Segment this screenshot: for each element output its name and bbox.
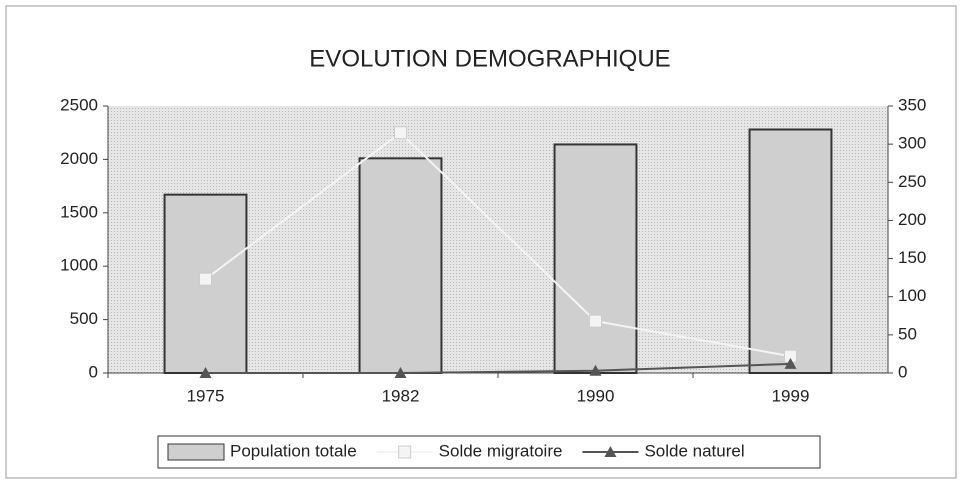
y-tick-label: 500 [70,309,98,328]
point [199,367,212,378]
legend-label: Solde naturel [644,441,744,460]
chart-title: EVOLUTION DEMOGRAPHIQUE [309,45,670,72]
y2-tick-label: 350 [898,95,926,114]
y-tick-label: 1000 [60,256,98,275]
x-tick-label: 1975 [187,386,225,405]
bar [748,128,833,374]
legend-swatch [167,443,225,461]
y-tick-label: 2500 [60,95,98,114]
line [205,362,791,374]
point [394,367,407,378]
legend-label: Solde migratoire [439,441,563,460]
x-tick-label: 1999 [772,386,810,405]
legend-box [157,435,821,469]
legend-marker [398,445,412,459]
point [784,357,797,369]
y2-tick-label: 0 [898,362,907,381]
y2-tick-label: 300 [898,134,926,153]
point [589,314,602,328]
legend-marker [604,446,617,457]
y2-tick-label: 200 [898,210,926,229]
y-tick-label: 1500 [60,202,98,221]
bar [553,143,638,374]
x-tick-label: 1990 [577,386,615,405]
point [199,272,212,286]
point [394,126,407,140]
y2-tick-label: 50 [898,324,917,343]
point [589,364,602,376]
legend-label: Population totale [230,441,357,460]
y2-tick-label: 150 [898,248,926,267]
y-tick-label: 2000 [60,149,98,168]
x-tick-label: 1982 [382,386,420,405]
y-tick-label: 0 [89,362,98,381]
line [204,131,791,358]
y2-tick-label: 250 [898,172,926,191]
y2-tick-label: 100 [898,286,926,305]
bar [358,157,443,374]
